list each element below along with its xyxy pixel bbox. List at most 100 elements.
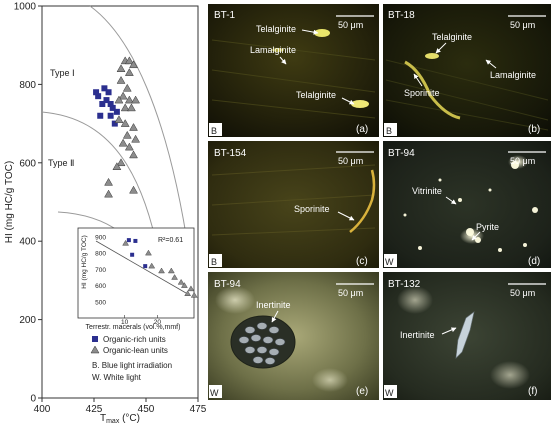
point-organic-lean [131,134,141,143]
x-axis-label: Tmax (°C) [100,413,140,425]
point-organic-lean [122,83,132,92]
panel-c-scale: 50 μm [338,156,363,166]
point-organic-lean [112,162,122,170]
inset-point-organic-lean [190,291,198,298]
point-organic-rich [95,93,102,100]
y-tick-label: 600 [19,158,36,169]
y-tick-label: 400 [19,237,36,248]
inset-axes: 10 20 500 600 700 800 900 [95,234,161,326]
y-axis-label: HI (mg HC/g TOC) [4,161,15,243]
inset-point-organic-lean [187,285,195,292]
inset-point-organic-rich [130,252,135,257]
panel-f-label-inertinite: Inertinite [400,330,435,340]
inset-y-tick-label: 500 [95,299,106,306]
y-tick-label: 800 [19,80,36,91]
point-organic-lean [118,91,128,100]
inset-point-organic-lean [145,249,152,256]
y-tick-label: 200 [19,315,36,326]
point-organic-rich [111,120,118,127]
micrograph-panel-b: BT-18 50 μm Telalginite Sporinite Lamalg… [383,4,551,137]
legend-label-organic-rich: Organic-rich units [103,335,166,344]
legend-note-white: W. White light [92,373,142,382]
point-organic-lean [118,138,128,147]
panel-b-sample: BT-18 [388,10,415,21]
panel-d-light: W [385,257,394,267]
micrograph-panel-a: BT-1 50 μm Telalginite Lamalginite Telal… [208,4,379,137]
point-organic-rich [107,112,114,119]
hi-tmax-chart: 400 425 450 475 0 200 400 600 800 1000 Type Ⅰ Typ… [4,2,207,425]
panel-f-letter: (f) [528,386,537,397]
point-organic-lean [114,95,124,104]
panel-d-label-pyrite: Pyrite [476,222,499,232]
panel-a-label-telalginite-2: Telalginite [296,90,336,100]
panel-b-light: B [386,126,392,136]
x-tick-label: 425 [86,404,103,415]
inset-points [122,238,198,298]
panel-b-label-lamalginite: Lamalginite [490,70,536,80]
inset-x-label: Terrestr. macerals (vol.%,mmf) [86,324,181,331]
panel-d-label-vitrinite: Vitrinite [412,186,442,196]
x-tick-label: 400 [34,404,51,415]
y-tick-label: 1000 [14,2,37,13]
inset-y-label: HI (mg HC/g TOC) [81,235,88,289]
micrograph-panel-e: BT-94 50 μm Inertinite W (e) [208,272,379,400]
data-points [93,56,141,198]
inset-point-organic-lean [158,267,165,274]
inset-point-organic-rich [133,238,138,243]
legend-swatch-organic-lean [90,345,100,354]
point-organic-rich [101,85,108,92]
panel-c-light: B [211,257,217,267]
point-organic-lean [114,115,124,123]
panel-f-sample: BT-132 [388,279,421,290]
inset-y-tick-label: 900 [95,234,106,241]
point-organic-rich [103,97,110,104]
panel-a-sample: BT-1 [214,10,236,21]
x-tick-label: 475 [190,404,207,415]
panel-e-sample: BT-94 [214,279,241,290]
inset-y-tick-label: 600 [95,283,106,290]
inset-point-organic-lean [184,290,192,296]
inset-frame [77,227,195,319]
panel-a-letter: (a) [356,124,368,135]
panel-f-light: W [385,388,394,398]
legend-label-organic-lean: Organic-lean units [103,346,168,355]
point-organic-rich [107,101,114,107]
point-organic-rich [93,89,100,96]
legend-note-blue: B. Blue light irradiation [92,361,172,370]
inset-point-organic-lean [181,282,188,288]
inset-r2: R²=0.61 [158,237,183,244]
point-organic-lean [129,185,138,194]
point-organic-rich [99,101,106,107]
x-axis-label-sub: max [106,418,120,425]
point-organic-lean [129,123,138,131]
point-organic-lean [120,119,130,127]
inset-chart: 10 20 500 600 700 800 900 R²=0.61 HI (mg HC/g … [77,227,198,331]
panel-a-light: B [211,126,217,136]
inset-y-tick-label: 700 [95,267,106,274]
panel-c-label-sporinite: Sporinite [294,204,330,214]
x-axis-label-unit: (°C) [119,413,140,424]
point-organic-lean [104,189,113,198]
inset-point-organic-rich [143,264,148,269]
type-1-label: Type Ⅰ [50,68,75,78]
point-organic-lean [124,95,134,104]
inset-x-tick-label: 10 [121,319,129,326]
inset-point-organic-lean [122,239,129,246]
inset-trend-line [95,240,187,294]
inset-point-organic-lean [167,267,175,274]
type-2-label: Type Ⅱ [48,158,74,168]
inset-y-tick-label: 800 [95,251,106,258]
panel-a-label-lamalginite: Lamalginite [250,45,296,55]
point-organic-lean [116,158,126,167]
point-organic-rich [105,89,112,96]
panel-d-scale: 50 μm [510,156,535,166]
point-organic-lean [124,56,134,65]
panel-c-sample: BT-154 [214,148,247,159]
micrograph-panel-f: BT-132 50 μm Inertinite W (f) [383,272,551,400]
panel-b-label-sporinite: Sporinite [404,88,440,98]
point-organic-lean [124,142,134,151]
point-organic-lean [116,75,126,84]
panel-d-sample: BT-94 [388,148,415,159]
legend-swatch-organic-rich [92,336,98,342]
point-organic-rich [109,104,116,111]
